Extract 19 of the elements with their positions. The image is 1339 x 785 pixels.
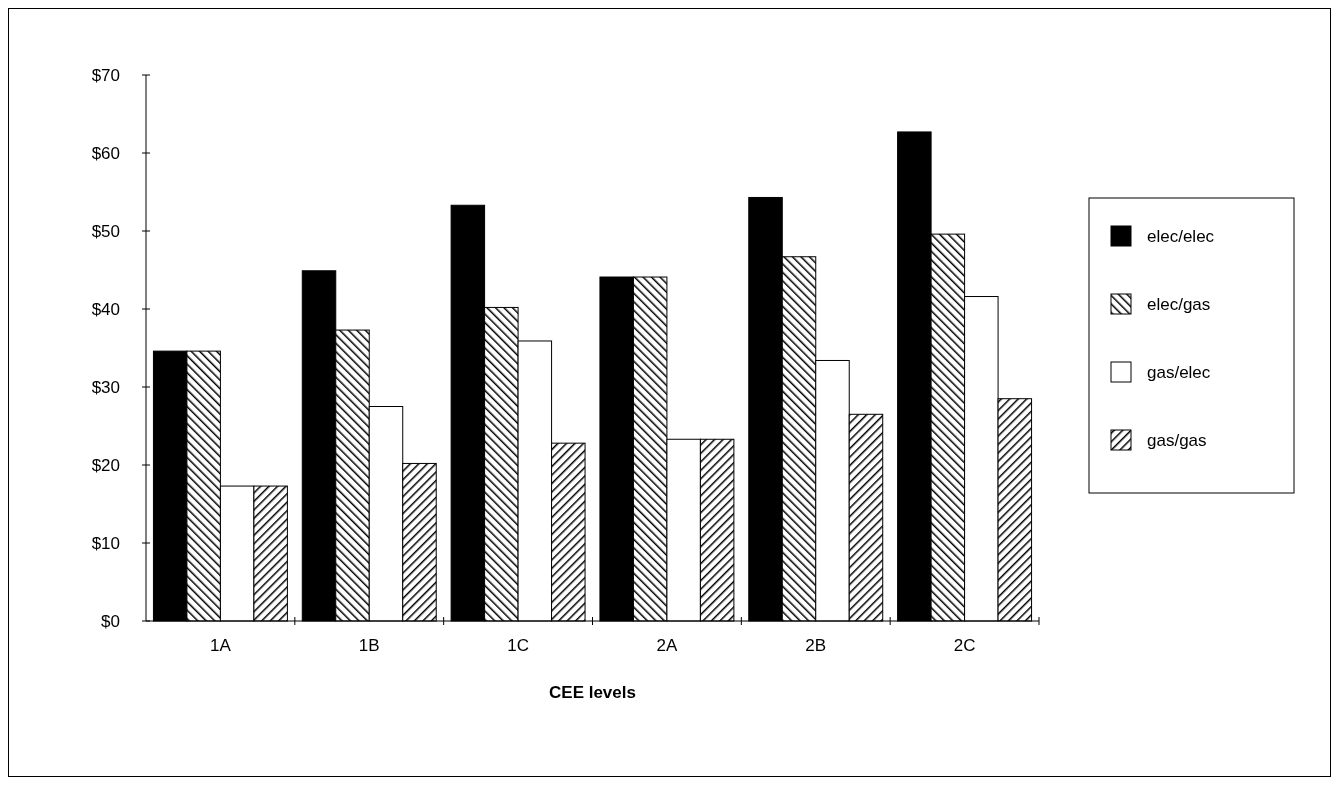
x-tick-label: 1A: [210, 636, 232, 655]
y-tick-label: $70: [91, 65, 120, 85]
y-tick-label: $20: [91, 455, 120, 475]
x-tick-label: 2C: [953, 636, 976, 655]
x-tick-label: 1B: [358, 636, 380, 655]
legend-label: gas/gas: [1147, 430, 1207, 450]
legend-label: elec/elec: [1147, 226, 1215, 246]
y-tick-label: $0: [101, 611, 120, 631]
y-tick-label: $40: [91, 299, 120, 319]
y-tick-label: $50: [91, 221, 120, 241]
x-tick-label: 2B: [805, 636, 827, 655]
y-tick-label: $30: [91, 377, 120, 397]
x-tick-label: 2A: [656, 636, 678, 655]
x-axis-title: CEE levels: [549, 683, 636, 702]
legend-label: gas/elec: [1147, 362, 1211, 382]
legend-label: elec/gas: [1147, 294, 1211, 314]
y-tick-label: $60: [91, 143, 120, 163]
y-tick-label: $10: [91, 533, 120, 553]
x-tick-label: 1C: [507, 636, 529, 655]
